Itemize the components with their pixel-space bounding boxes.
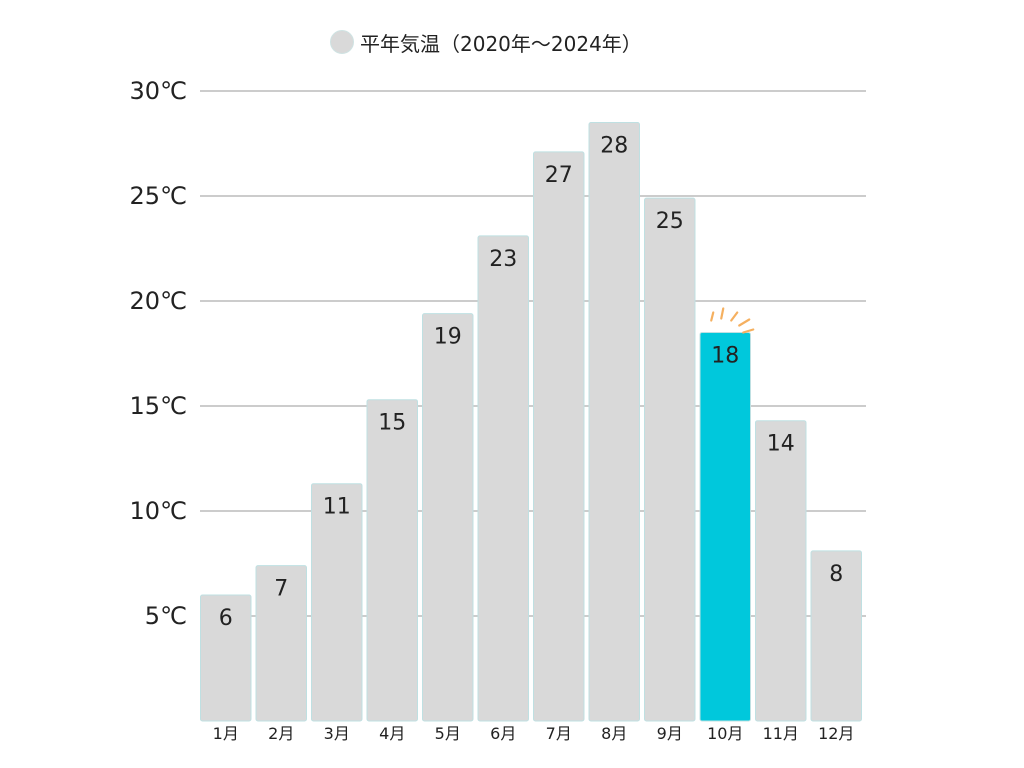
x-tick-label: 1月 xyxy=(213,724,239,743)
y-tick-label: 30℃ xyxy=(130,77,188,105)
x-tick-label: 6月 xyxy=(490,724,516,743)
bar-value-label: 14 xyxy=(767,432,795,457)
bar xyxy=(200,594,252,722)
y-tick-label: 15℃ xyxy=(130,392,188,420)
x-tick-label: 2月 xyxy=(268,724,294,743)
sparkle-line xyxy=(720,307,725,320)
bar-value-label: 25 xyxy=(656,209,684,234)
bar-value-label: 6 xyxy=(219,606,233,631)
y-tick-label: 20℃ xyxy=(130,287,188,315)
bar xyxy=(311,483,363,722)
bar xyxy=(366,399,418,722)
x-tick-label: 10月 xyxy=(707,724,743,743)
bar xyxy=(755,420,807,722)
x-tick-label: 4月 xyxy=(379,724,405,743)
bar-value-label: 27 xyxy=(545,163,573,188)
bar-highlight xyxy=(699,332,751,722)
x-tick-label: 12月 xyxy=(818,724,854,743)
bar-value-label: 23 xyxy=(489,247,517,272)
x-tick-label: 8月 xyxy=(601,724,627,743)
y-tick-label: 25℃ xyxy=(130,182,188,210)
bar xyxy=(533,151,585,722)
bar-value-label: 7 xyxy=(274,577,288,602)
bar xyxy=(644,197,696,722)
bar xyxy=(422,313,474,722)
bar-value-label: 8 xyxy=(829,562,843,587)
sparkle-line xyxy=(730,311,739,322)
legend-label: 平年気温（2020年〜2024年） xyxy=(360,31,642,56)
legend-swatch xyxy=(330,30,354,54)
x-tick-label: 9月 xyxy=(657,724,683,743)
legend: 平年気温（2020年〜2024年） xyxy=(330,26,642,58)
bar xyxy=(255,565,307,722)
y-tick-label: 5℃ xyxy=(145,602,187,630)
x-tick-label: 7月 xyxy=(546,724,572,743)
x-tick-label: 11月 xyxy=(763,724,799,743)
bar xyxy=(477,235,529,722)
x-tick-label: 5月 xyxy=(435,724,461,743)
x-tick-label: 3月 xyxy=(324,724,350,743)
bar-value-label: 18 xyxy=(711,344,739,369)
bar-value-label: 11 xyxy=(323,495,351,520)
sparkle-line xyxy=(710,311,715,322)
y-tick-label: 10℃ xyxy=(130,497,188,525)
sparkle-line xyxy=(738,318,751,327)
bar-value-label: 19 xyxy=(434,325,462,350)
bar xyxy=(810,550,862,722)
bar-value-label: 15 xyxy=(378,411,406,436)
sparkle-line xyxy=(742,328,755,334)
bar xyxy=(588,122,640,722)
bar-value-label: 28 xyxy=(600,134,628,159)
